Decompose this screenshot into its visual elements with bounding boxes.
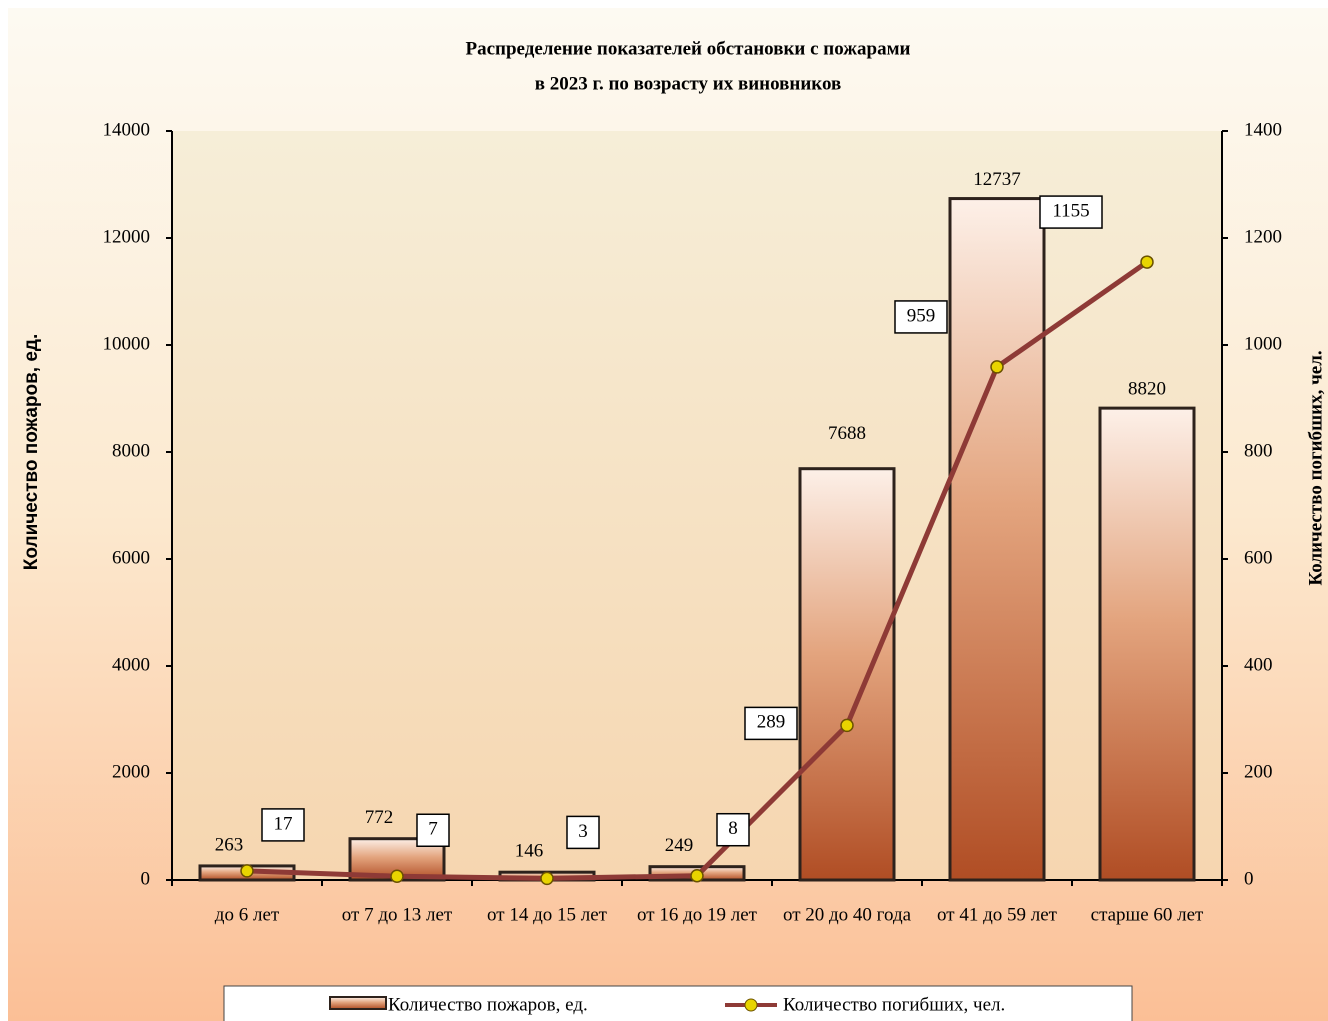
line-value-label: 959 — [907, 305, 936, 326]
y-tick-label: 8000 — [112, 440, 150, 461]
line-label-box — [1039, 195, 1103, 229]
bar-value-label: 12737 — [973, 169, 1021, 190]
bar — [1098, 406, 1196, 882]
y-tick-label: 14000 — [103, 119, 151, 140]
line-marker — [690, 868, 704, 883]
chart-title: Распределение показателей обстановки с п… — [465, 38, 910, 59]
bar-value-label: 249 — [665, 835, 694, 856]
line-marker — [840, 718, 854, 733]
line-marker — [390, 869, 404, 884]
line-label-box — [566, 815, 600, 850]
bar-value-label: 7688 — [828, 423, 866, 444]
bar — [798, 467, 896, 882]
line-label-box — [261, 808, 305, 842]
y-tick-label: 12000 — [103, 226, 151, 247]
plot-area — [172, 131, 1222, 880]
x-tick-label: от 16 до 19 лет — [637, 904, 758, 925]
line-marker — [540, 871, 554, 886]
bar — [948, 197, 1046, 882]
y-axis-label: Количество пожаров, ед. — [21, 334, 42, 570]
line-value-label: 1155 — [1052, 200, 1089, 221]
y-tick-label: 6000 — [112, 547, 150, 568]
bar-value-label: 772 — [365, 807, 394, 828]
line-value-label: 17 — [274, 813, 293, 834]
y2-tick-label: 800 — [1244, 440, 1273, 461]
x-tick-label: от 20 до 40 года — [783, 904, 912, 925]
y2-tick-label: 0 — [1244, 868, 1254, 889]
line-value-label: 289 — [757, 712, 786, 733]
legend-label: Количество пожаров, ед. — [388, 994, 588, 1015]
y-tick-label: 2000 — [112, 761, 150, 782]
bar-value-label: 146 — [515, 841, 544, 862]
line-label-box — [416, 813, 450, 848]
legend-swatch — [329, 996, 387, 1010]
legend-label: Количество погибших, чел. — [783, 994, 1005, 1015]
y2-axis-label: Количество погибших, чел. — [1305, 350, 1326, 585]
line-marker — [990, 360, 1004, 374]
x-tick-label: до 6 лет — [215, 904, 280, 925]
y2-tick-label: 1000 — [1244, 333, 1282, 354]
line-value-label: 7 — [428, 819, 438, 840]
x-tick-label: от 7 до 13 лет — [342, 904, 453, 925]
y-tick-label: 4000 — [112, 654, 150, 675]
x-tick-label: от 41 до 59 лет — [937, 904, 1058, 925]
y-tick-label: 10000 — [103, 333, 151, 354]
line-value-label: 3 — [578, 821, 588, 842]
line-marker — [240, 864, 254, 878]
x-tick-label: от 14 до 15 лет — [487, 904, 608, 925]
y-tick-label: 0 — [141, 868, 151, 889]
line-value-label: 8 — [728, 818, 738, 839]
x-tick-label: старше 60 лет — [1091, 904, 1204, 925]
chart-title: в 2023 г. по возрасту их виновников — [535, 73, 842, 94]
line-marker — [1140, 255, 1154, 269]
y2-tick-label: 1400 — [1244, 119, 1282, 140]
legend-swatch — [744, 998, 758, 1012]
y2-tick-label: 400 — [1244, 654, 1273, 675]
y2-tick-label: 600 — [1244, 547, 1273, 568]
line-label-box — [716, 812, 750, 847]
line-label-box — [894, 300, 948, 334]
bar-value-label: 263 — [215, 834, 244, 855]
bar-value-label: 8820 — [1128, 378, 1166, 399]
y2-tick-label: 200 — [1244, 761, 1273, 782]
y2-tick-label: 1200 — [1244, 226, 1282, 247]
line-label-box — [744, 706, 798, 741]
